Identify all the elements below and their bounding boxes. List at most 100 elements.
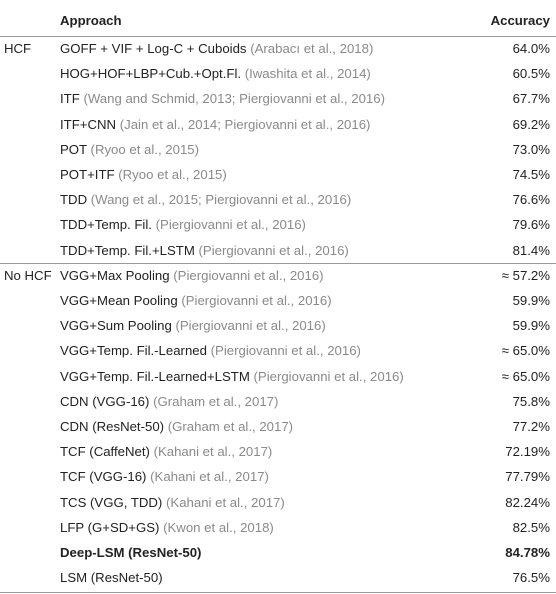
- approach-cell: VGG+Max Pooling (Piergiovanni et al., 20…: [60, 263, 324, 288]
- table-row: TCF (VGG-16) (Kahani et al., 2017) 77.79%: [0, 464, 556, 489]
- accuracy: 77.79%: [505, 469, 550, 485]
- approach-cell: LFP (G+SD+GS) (Kwon et al., 2018): [60, 515, 274, 540]
- method-name: HOG+HOF+LBP+Cub.+Opt.Fl.: [60, 66, 242, 82]
- accuracy: 60.5%: [512, 66, 550, 82]
- method-name: LFP (G+SD+GS): [60, 519, 160, 535]
- accuracy: 72.19%: [505, 444, 550, 460]
- method-name: GOFF + VIF + Log-C + Cuboids: [60, 41, 247, 56]
- method-name: LSM (ResNet-50): [60, 570, 163, 586]
- approach-cell: POT (Ryoo et al., 2015): [60, 137, 199, 162]
- approach-cell: LSM (ResNet-50): [60, 565, 163, 590]
- method-name: ITF: [60, 91, 80, 107]
- accuracy: 74.5%: [512, 167, 550, 182]
- table-row: LFP (G+SD+GS) (Kwon et al., 2018) 82.5%: [0, 515, 556, 540]
- table-row: VGG+Mean Pooling (Piergiovanni et al., 2…: [0, 288, 556, 313]
- table-row: Deep-LSM (ResNet-50) 84.78%: [0, 540, 556, 565]
- method-name: TDD+Temp. Fil.+LSTM: [60, 242, 195, 258]
- accuracy: 75.8%: [512, 393, 550, 409]
- citation: (Piergiovanni et al., 2016): [253, 368, 404, 384]
- table-row: No HCF VGG+Max Pooling (Piergiovanni et a…: [0, 263, 556, 288]
- method-name: TDD: [60, 192, 88, 208]
- approach-cell: VGG+Temp. Fil.-Learned+LSTM (Piergiovann…: [60, 364, 404, 389]
- accuracy: 73.0%: [512, 141, 550, 157]
- accuracy: 76.6%: [512, 192, 550, 208]
- citation: (Iwashita et al., 2014): [244, 66, 371, 82]
- method-name: ITF+CNN: [60, 116, 117, 132]
- table-row: LSM (ResNet-50) 76.5%: [0, 565, 556, 590]
- approach-cell: CDN (ResNet-50) (Graham et al., 2017): [60, 414, 293, 439]
- accuracy: 69.2%: [512, 116, 550, 132]
- accuracy: ≈ 65.0%: [501, 368, 550, 384]
- citation: (Arabacı et al., 2018): [250, 41, 374, 56]
- citation: (Piergiovanni et al., 2016): [155, 217, 306, 233]
- approach-cell: TCF (CaffeNet) (Kahani et al., 2017): [60, 439, 272, 464]
- group-label: No HCF: [4, 267, 52, 283]
- accuracy: 77.2%: [512, 419, 550, 434]
- approach-cell: TDD (Wang et al., 2015; Piergiovanni et …: [60, 187, 351, 212]
- approach-cell: VGG+Temp. Fil.-Learned (Piergiovanni et …: [60, 338, 361, 363]
- accuracy: 82.24%: [505, 494, 550, 510]
- header-approach: Approach: [60, 13, 122, 28]
- method-name: TCS (VGG, TDD): [60, 494, 163, 510]
- citation: (Ryoo et al., 2015): [90, 141, 200, 157]
- method-name: POT: [60, 141, 87, 157]
- table-row: TCF (CaffeNet) (Kahani et al., 2017) 72.1…: [0, 439, 556, 464]
- accuracy: 67.7%: [512, 91, 550, 107]
- group-label: HCF: [4, 41, 32, 56]
- approach-cell: POT+ITF (Ryoo et al., 2015): [60, 162, 227, 187]
- citation: (Piergiovanni et al., 2016): [210, 343, 361, 359]
- table-row: POT+ITF (Ryoo et al., 2015) 74.5%: [0, 162, 556, 187]
- approach-cell: ITF+CNN (Jain et al., 2014; Piergiovanni…: [60, 112, 370, 137]
- header-rule: [0, 36, 556, 37]
- approach-cell: VGG+Mean Pooling (Piergiovanni et al., 2…: [60, 288, 332, 313]
- table-row: VGG+Temp. Fil.-Learned+LSTM (Piergiovann…: [0, 364, 556, 389]
- citation: (Wang and Schmid, 2013; Piergiovanni et …: [83, 91, 385, 107]
- approach-cell: TDD+Temp. Fil.+LSTM (Piergiovanni et al.…: [60, 238, 349, 263]
- table-row: ITF+CNN (Jain et al., 2014; Piergiovanni…: [0, 112, 556, 137]
- method-name: TCF (CaffeNet): [60, 444, 150, 460]
- citation: (Wang et al., 2015; Piergiovanni et al.,…: [90, 192, 352, 208]
- header-accuracy: Accuracy: [490, 13, 550, 28]
- approach-cell: GOFF + VIF + Log-C + Cuboids (Arabacı et…: [60, 36, 373, 61]
- accuracy: 59.9%: [512, 293, 550, 308]
- citation: (Ryoo et al., 2015): [118, 167, 227, 182]
- accuracy: 76.5%: [512, 570, 550, 586]
- citation: (Kahani et al., 2017): [166, 494, 285, 510]
- accuracy: 64.0%: [512, 41, 550, 56]
- accuracy: ≈ 57.2%: [501, 267, 550, 283]
- method-name: VGG+Temp. Fil.-Learned: [60, 343, 207, 359]
- approach-cell: CDN (VGG-16) (Graham et al., 2017): [60, 389, 278, 414]
- table-row: TCS (VGG, TDD) (Kahani et al., 2017) 82.2…: [0, 490, 556, 515]
- accuracy: 84.78%: [505, 545, 550, 560]
- citation: (Kahani et al., 2017): [153, 444, 273, 460]
- citation: (Piergiovanni et al., 2016): [198, 242, 349, 258]
- accuracy: 79.6%: [512, 217, 550, 233]
- approach-cell: Deep-LSM (ResNet-50): [60, 540, 201, 565]
- citation: (Kahani et al., 2017): [150, 469, 269, 485]
- method-name: VGG+Temp. Fil.-Learned+LSTM: [60, 368, 250, 384]
- bottom-rule: [0, 592, 556, 594]
- header-row: Approach Accuracy: [0, 8, 556, 33]
- group-rule: [0, 262, 556, 264]
- method-name: VGG+Sum Pooling: [60, 318, 172, 334]
- method-name: Deep-LSM (ResNet-50): [60, 545, 202, 560]
- approach-cell: TCS (VGG, TDD) (Kahani et al., 2017): [60, 490, 285, 515]
- accuracy: 59.9%: [512, 318, 550, 334]
- method-name: CDN (ResNet-50): [60, 419, 165, 434]
- accuracy: ≈ 65.0%: [501, 343, 550, 359]
- citation: (Piergiovanni et al., 2016): [175, 318, 326, 334]
- accuracy: 82.5%: [512, 519, 550, 535]
- approach-cell: ITF (Wang and Schmid, 2013; Piergiovanni…: [60, 86, 385, 111]
- citation: (Piergiovanni et al., 2016): [181, 293, 332, 308]
- table-row: VGG+Sum Pooling (Piergiovanni et al., 20…: [0, 313, 556, 338]
- method-name: CDN (VGG-16): [60, 393, 150, 409]
- table-row: TDD (Wang et al., 2015; Piergiovanni et …: [0, 187, 556, 212]
- approach-cell: TDD+Temp. Fil. (Piergiovanni et al., 201…: [60, 212, 306, 237]
- table-row: HOG+HOF+LBP+Cub.+Opt.Fl. (Iwashita et al…: [0, 61, 556, 86]
- method-name: VGG+Mean Pooling: [60, 293, 178, 308]
- method-name: TCF (VGG-16): [60, 469, 147, 485]
- table-row: TDD+Temp. Fil. (Piergiovanni et al., 201…: [0, 212, 556, 237]
- method-name: TDD+Temp. Fil.: [60, 217, 152, 233]
- citation: (Kwon et al., 2018): [163, 519, 274, 535]
